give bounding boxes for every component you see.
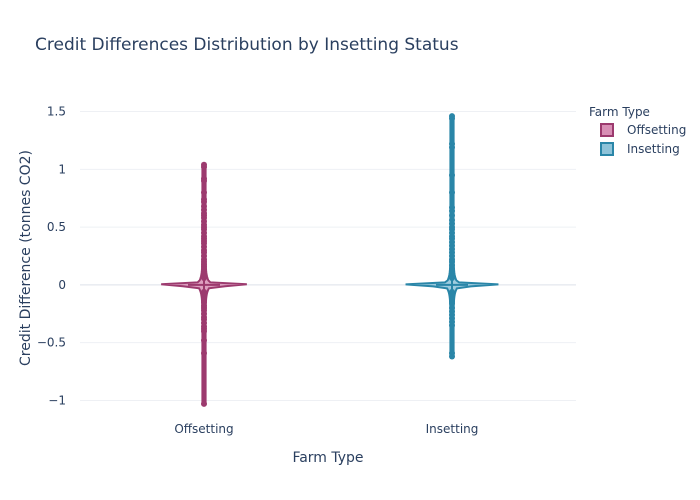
violin-insetting [405,113,499,360]
data-point [201,177,207,184]
data-point [449,172,455,179]
data-point [449,115,455,122]
legend-item-insetting[interactable]: Insetting [600,142,680,156]
data-point [201,164,207,171]
data-point [201,350,207,357]
legend-swatch [600,142,614,156]
violin-offsetting [161,161,247,407]
data-point [201,400,207,407]
data-point [449,353,455,360]
data-point [449,207,455,214]
legend: Farm Type Offsetting Insetting [589,105,686,156]
data-point [201,198,207,205]
y-tick-label: 0 [58,278,66,292]
legend-label: Offsetting [627,123,686,137]
y-axis-title: Credit Difference (tonnes CO2) [18,150,34,366]
data-point [449,144,455,151]
legend-swatch [600,123,614,137]
y-tick-label: 0.5 [47,220,66,234]
y-tick-label: 1.5 [47,105,66,119]
chart-title: Credit Differences Distribution by Inset… [35,35,459,55]
legend-items: Offsetting Insetting [600,123,686,156]
y-tick-label: −1 [48,393,66,407]
y-tick-label: 1 [58,162,66,176]
data-point [449,212,455,219]
legend-label: Insetting [627,142,680,156]
x-axis-ticks: Offsetting Insetting [174,422,478,436]
data-point [449,274,455,281]
data-point [201,274,207,281]
data-point [201,328,207,335]
x-tick-label: Insetting [426,422,479,436]
data-point [449,322,455,329]
violins [161,113,499,407]
y-tick-label: −0.5 [37,336,66,350]
data-point [201,337,207,344]
y-axis-ticks: 1.5 1 0.5 0 −0.5 −1 [37,105,66,408]
legend-item-offsetting[interactable]: Offsetting [600,123,686,137]
grid [80,111,576,401]
data-point [449,189,455,196]
legend-title: Farm Type [589,105,650,119]
data-point [449,300,455,307]
data-point [201,189,207,196]
x-tick-label: Offsetting [174,422,233,436]
x-axis-title: Farm Type [292,450,363,466]
